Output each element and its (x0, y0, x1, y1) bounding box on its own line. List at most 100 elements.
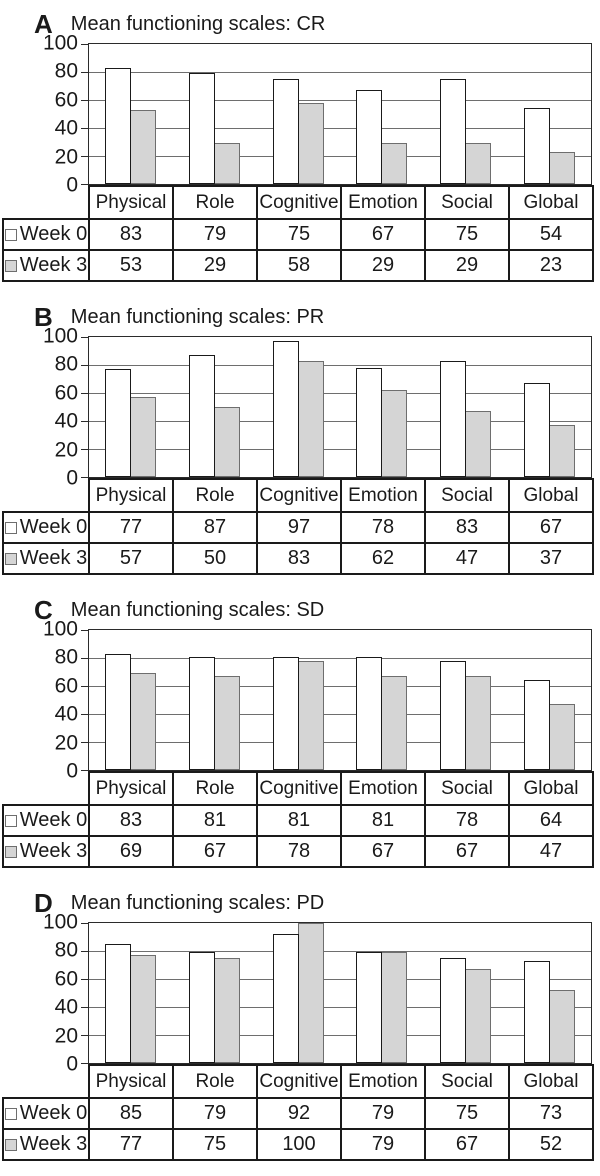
category-header: Role (172, 1064, 258, 1099)
value-cell: 97 (256, 511, 342, 544)
category-header: Social (424, 771, 510, 806)
y-tick-label: 20 (54, 145, 78, 169)
panel-header: C Mean functioning scales: SD (2, 594, 600, 626)
tick-mark (81, 100, 88, 101)
y-tick-label: 0 (66, 759, 78, 783)
value-cell: 78 (424, 804, 510, 837)
bar-week3 (130, 673, 157, 770)
bar-group (424, 630, 508, 770)
value-cell: 77 (88, 1128, 174, 1161)
gridline (89, 951, 591, 952)
category-header: Global (508, 771, 594, 806)
y-tick-label: 40 (54, 702, 78, 726)
value-cell: 73 (508, 1097, 594, 1130)
value-cell: 87 (172, 511, 258, 544)
chart-panel-C: C Mean functioning scales: SD 0 20 40 60 80 100… (0, 590, 600, 883)
panel-letter: C (34, 594, 54, 625)
week3-row: Week 3 57 50 83 62 47 37 (2, 542, 594, 575)
legend-label: Week 3 (19, 547, 88, 569)
bar-week3 (465, 143, 492, 184)
bar-group (340, 923, 424, 1063)
chart-title: Mean functioning scales: PR (70, 305, 325, 328)
gridline (89, 979, 591, 980)
value-cell: 67 (508, 511, 594, 544)
value-cell: 58 (256, 249, 342, 282)
bar-group (507, 630, 591, 770)
category-header: Role (172, 478, 258, 513)
legend-label: Week 0 (19, 516, 88, 538)
bar-group (173, 44, 257, 184)
tick-mark (81, 658, 88, 659)
chart-panel-B: B Mean functioning scales: PR 0 20 40 60 80 100… (0, 297, 600, 590)
value-cell: 47 (508, 835, 594, 868)
legend-label: Week 3 (19, 254, 88, 276)
category-header: Emotion (340, 478, 426, 513)
gray-square-icon (5, 553, 17, 565)
bar-week0 (440, 360, 467, 477)
bar-group (256, 630, 340, 770)
gridline (89, 686, 591, 687)
value-cell: 100 (256, 1128, 342, 1161)
legend-cell: Week 0 (2, 511, 90, 544)
category-header: Cognitive (256, 478, 342, 513)
bar-group (340, 630, 424, 770)
gray-square-icon (5, 1139, 17, 1151)
legend-cell: Week 0 (2, 218, 90, 251)
gridline (89, 100, 591, 101)
chart-panel-D: D Mean functioning scales: PD 0 20 40 60 80 100… (0, 883, 600, 1176)
legend-cell: Week 3 (2, 835, 90, 868)
bar-week0 (105, 653, 132, 770)
tick-mark (81, 477, 88, 478)
bar-week0 (105, 67, 132, 184)
category-header: Global (508, 185, 594, 220)
category-header: Social (424, 185, 510, 220)
value-cell: 29 (424, 249, 510, 282)
bar-week3 (130, 109, 157, 184)
value-cell: 64 (508, 804, 594, 837)
value-cell: 75 (424, 1097, 510, 1130)
bar-group (89, 630, 173, 770)
category-header: Physical (88, 185, 174, 220)
bar-week3 (465, 969, 492, 1063)
white-square-icon (5, 229, 17, 241)
category-header: Cognitive (256, 185, 342, 220)
tick-mark (81, 449, 88, 450)
value-cell: 83 (88, 804, 174, 837)
tick-mark (81, 337, 88, 338)
value-cell: 62 (340, 542, 426, 575)
week3-row: Week 3 69 67 78 67 67 47 (2, 835, 594, 868)
bar-group (507, 923, 591, 1063)
value-cell: 54 (508, 218, 594, 251)
tick-mark (81, 770, 88, 771)
bar-week3 (465, 411, 492, 477)
bar-week0 (189, 656, 215, 770)
tick-mark (81, 1063, 88, 1064)
y-tick-label: 0 (66, 173, 78, 197)
gridline (89, 714, 591, 715)
value-cell: 75 (424, 218, 510, 251)
data-table: Physical Role Cognitive Emotion Social Global… (2, 478, 594, 575)
bar-group (89, 337, 173, 477)
bar-group (89, 923, 173, 1063)
legend-cell: Week 3 (2, 1128, 90, 1161)
week0-row: Week 0 83 79 75 67 75 54 (2, 218, 594, 251)
gray-square-icon (5, 260, 17, 272)
legend-cell: Week 3 (2, 542, 90, 575)
value-cell: 81 (172, 804, 258, 837)
y-tick-label: 80 (54, 938, 78, 962)
chart-body: 0 20 40 60 80 100 (2, 326, 600, 489)
bar-group (173, 923, 257, 1063)
panel-letter: A (34, 8, 54, 39)
week3-row: Week 3 77 75 100 79 67 52 (2, 1128, 594, 1161)
bar-week3 (381, 676, 408, 770)
bar-group (256, 923, 340, 1063)
value-cell: 85 (88, 1097, 174, 1130)
gridline (89, 365, 591, 366)
value-cell: 78 (256, 835, 342, 868)
y-tick-label: 40 (54, 116, 78, 140)
bar-week3 (548, 704, 575, 770)
y-axis: 0 20 40 60 80 100 (2, 326, 88, 489)
plot-area (81, 43, 592, 185)
value-cell: 77 (88, 511, 174, 544)
tick-mark (81, 156, 88, 157)
